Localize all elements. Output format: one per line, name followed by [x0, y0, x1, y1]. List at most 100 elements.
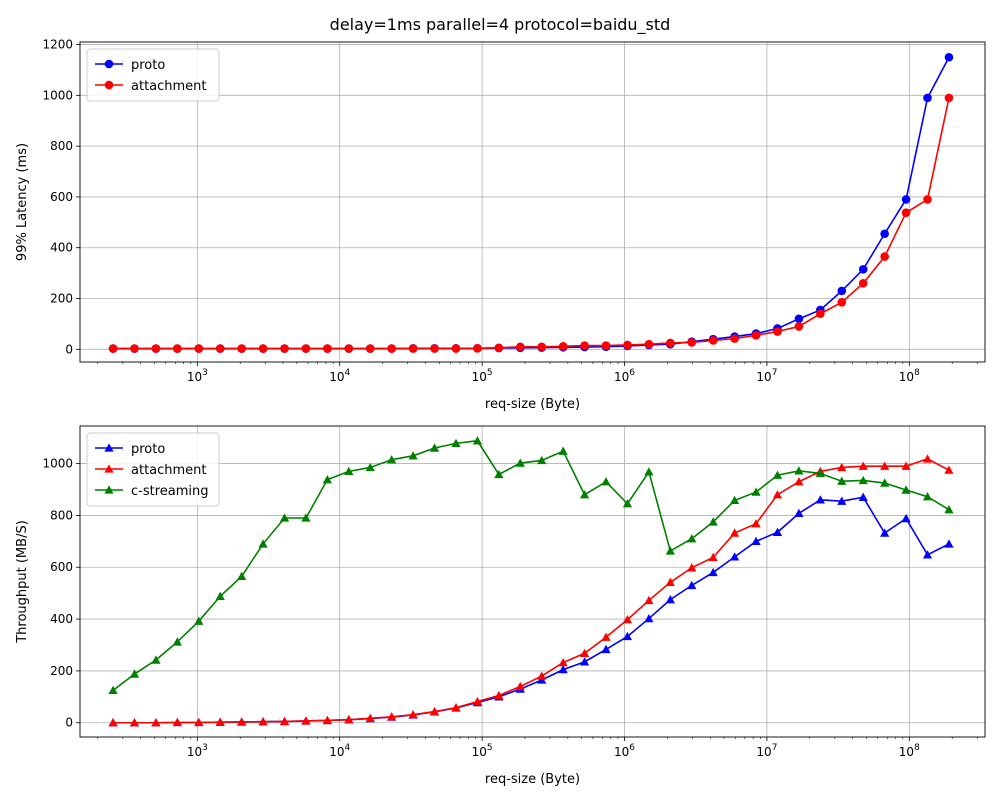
data-point [344, 344, 354, 353]
x-tick-label: 104 [329, 743, 350, 759]
data-point [665, 546, 675, 555]
data-point [708, 517, 718, 526]
data-point [215, 717, 225, 726]
data-point [858, 265, 868, 274]
data-point [194, 344, 204, 353]
data-point [837, 496, 847, 505]
data-point [601, 644, 611, 654]
data-point [751, 487, 761, 496]
data-point [622, 631, 633, 641]
data-point [579, 657, 590, 666]
data-point [108, 718, 118, 727]
data-point [237, 344, 246, 353]
data-point [387, 344, 396, 353]
data-point [772, 490, 783, 499]
data-point [666, 338, 675, 348]
data-point [279, 716, 290, 726]
data-point [129, 718, 140, 727]
legend-marker [104, 485, 114, 494]
data-point [408, 344, 418, 353]
data-point [623, 340, 632, 350]
data-point [108, 344, 118, 353]
data-point [579, 490, 590, 499]
data-point [837, 476, 847, 485]
data-point [730, 528, 740, 537]
legend-box [86, 48, 220, 102]
data-point [194, 717, 204, 727]
data-point [515, 458, 525, 467]
legend-marker [104, 80, 114, 90]
data-point [515, 681, 525, 691]
data-point [815, 495, 825, 504]
data-point [901, 461, 911, 470]
data-point [408, 710, 418, 719]
data-point [365, 462, 375, 472]
data-point [515, 342, 525, 352]
data-point [301, 513, 311, 522]
data-point [901, 195, 911, 204]
data-point [258, 717, 268, 726]
data-point [837, 298, 847, 307]
data-point [751, 536, 761, 546]
x-tick-label: 107 [756, 368, 777, 384]
legend-label: attachment [131, 79, 207, 94]
data-point [429, 443, 440, 452]
data-point [494, 690, 504, 700]
data-point [901, 208, 911, 217]
data-point [622, 499, 633, 508]
data-point [323, 344, 332, 353]
data-point [173, 344, 182, 353]
legend: proto attachment [86, 48, 220, 102]
data-point [880, 252, 889, 261]
data-point [130, 344, 139, 353]
legend-label: c-streaming [131, 484, 209, 499]
data-point [794, 314, 804, 324]
data-point [344, 466, 354, 476]
x-tick-label: 104 [329, 368, 350, 384]
data-point [644, 613, 654, 623]
data-point [365, 713, 375, 723]
data-point [880, 461, 890, 470]
data-point [430, 344, 439, 353]
data-point [494, 469, 504, 479]
x-axis-label: req-size (Byte) [485, 772, 580, 787]
data-point [858, 475, 868, 485]
legend-marker [104, 464, 114, 473]
data-point [151, 344, 161, 353]
data-point [344, 715, 354, 724]
data-point [944, 93, 954, 103]
latency-chart: 103 104 105 106 107 108 0 200 400 600 800 1000 1200 r… [15, 38, 986, 412]
data-point [537, 455, 547, 465]
data-point [451, 703, 461, 712]
x-tick-label: 103 [187, 368, 208, 384]
data-point [622, 614, 633, 624]
data-point [237, 571, 247, 580]
data-point [687, 563, 697, 572]
data-point [387, 712, 397, 721]
legend-marker [104, 59, 114, 69]
data-point [837, 462, 847, 472]
series-line [113, 97, 950, 350]
data-point [537, 671, 547, 680]
data-point [901, 485, 911, 494]
legend-marker [104, 443, 114, 452]
y-tick-label: 800 [50, 508, 73, 522]
x-tick-label: 107 [756, 743, 777, 759]
data-point [858, 278, 868, 288]
data-point [644, 339, 654, 349]
data-point [687, 534, 697, 543]
data-point [644, 467, 654, 476]
y-tick-label: 0 [65, 342, 73, 356]
y-tick-label: 1000 [42, 457, 73, 471]
data-point [794, 322, 804, 331]
data-point [944, 465, 954, 474]
series-c-streaming [108, 436, 954, 695]
data-point [365, 344, 375, 353]
data-point [601, 632, 611, 641]
data-point [773, 327, 782, 336]
legend: proto attachment c-streaming [86, 432, 220, 507]
data-point [923, 195, 932, 204]
x-axis-label: req-size (Byte) [485, 397, 580, 412]
